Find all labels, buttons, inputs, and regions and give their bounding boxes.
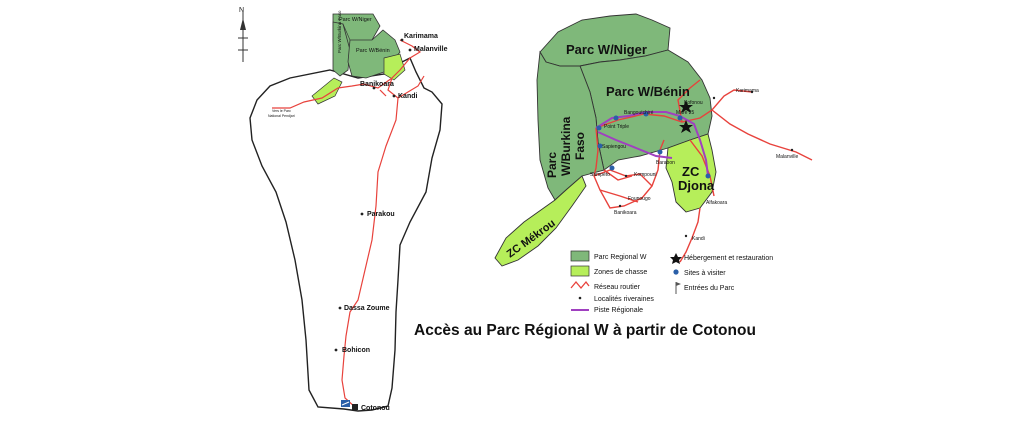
left-town-kandi: Kandi [398, 93, 418, 100]
left-label-w-burkina: Parc W/Burkina Faso [337, 10, 342, 53]
place-barabon: Barabon [656, 160, 675, 166]
left-town-karimama: Karimama [404, 33, 438, 40]
left-pendjari-line1: Vers le Parc [272, 109, 291, 113]
place-kofonou: Kofonou [684, 100, 703, 106]
legend-road-swatch [570, 280, 590, 290]
label-park-burkina-2: W/Burkina [559, 116, 573, 176]
left-label-w-niger: Parc W/Niger [339, 17, 372, 23]
regional-track [595, 111, 709, 177]
left-town-dassa: Dassa Zoume [344, 305, 390, 312]
legend-locality-icon [578, 296, 582, 300]
place-sampeto: Sampéto [590, 172, 610, 178]
left-town-cotonou: Cotonou [361, 405, 390, 412]
legend-site-label: Sites à visiter [684, 270, 726, 277]
left-airport-icon [341, 400, 350, 407]
place-banikoara: Banikoara [614, 210, 637, 216]
legend-site-dot-icon [673, 269, 679, 275]
place-malanville: Malanville [776, 154, 798, 160]
label-park-burkina-3: Faso [573, 132, 587, 160]
legend-hunting-swatch [570, 265, 590, 277]
legend-hunting-label: Zones de chasse [594, 269, 647, 276]
place-founougo: Founougo [628, 196, 651, 202]
place-point-triple: Point Triple [604, 124, 629, 130]
left-town-bohicon: Bohicon [342, 347, 370, 354]
left-zone-djona [383, 53, 406, 81]
north-arrow-icon: N [238, 7, 248, 62]
site-markers [596, 111, 711, 179]
left-town-banikoara: Banikoara [360, 81, 394, 88]
legend-road-label: Réseau routier [594, 284, 641, 291]
place-bangoutchire: Bangoutchiré [624, 110, 654, 116]
legend-entry-label: Entrées du Parc [684, 285, 735, 292]
legend-lodging-star-icon [670, 253, 682, 264]
legend-park-label: Parc Regional W [594, 254, 647, 261]
legend-track-label: Piste Régionale [594, 307, 643, 314]
left-town-markers [334, 38, 412, 410]
place-kandi: Kandi [692, 236, 705, 242]
place-mare25: Mare 25 [676, 110, 695, 116]
legend-lodging-label: Hébergement et restauration [684, 255, 773, 262]
left-road-network [272, 39, 425, 409]
place-kompouni: Kompouni [634, 172, 657, 178]
legend-entry-icon [675, 282, 681, 294]
place-sapiengou: Sapiengou [602, 144, 626, 150]
left-zone-mekrou [311, 77, 343, 105]
locality-markers [618, 90, 794, 238]
left-town-parakou: Parakou [367, 211, 395, 218]
place-alfakoara: Alfakoara [706, 200, 727, 206]
legend-park-swatch [570, 250, 590, 262]
label-park-w-niger: Parc W/Niger [566, 42, 647, 57]
lodging-markers [679, 100, 693, 133]
place-karimama: Karimama [736, 88, 759, 94]
left-label-w-benin: Parc W/Bénin [356, 48, 390, 54]
label-zone-djona-2: Djona [678, 178, 715, 193]
benin-outline [249, 57, 443, 412]
left-pendjari-line2: National Pendjari [268, 114, 295, 118]
label-park-w-benin: Parc W/Bénin [606, 84, 690, 99]
map-title: Accès au Parc Régional W à partir de Cot… [414, 322, 756, 339]
left-town-malanville: Malanville [414, 46, 448, 53]
zone-mekrou [494, 175, 587, 267]
north-label: N [239, 7, 244, 14]
legend: Parc Regional W Zones de chasse Réseau r… [570, 250, 773, 314]
benin-map: N Parc W/Niger Parc W/Burkina Faso Parc … [238, 7, 448, 412]
label-park-burkina-1: Parc [545, 152, 559, 178]
park-w-burkina [536, 50, 605, 201]
label-zone-djona-1: ZC [682, 164, 700, 179]
legend-locality-label: Localités riveraines [594, 296, 654, 303]
detail-map: Parc W/Niger Parc W/Bénin Parc W/Burkina… [494, 13, 813, 267]
